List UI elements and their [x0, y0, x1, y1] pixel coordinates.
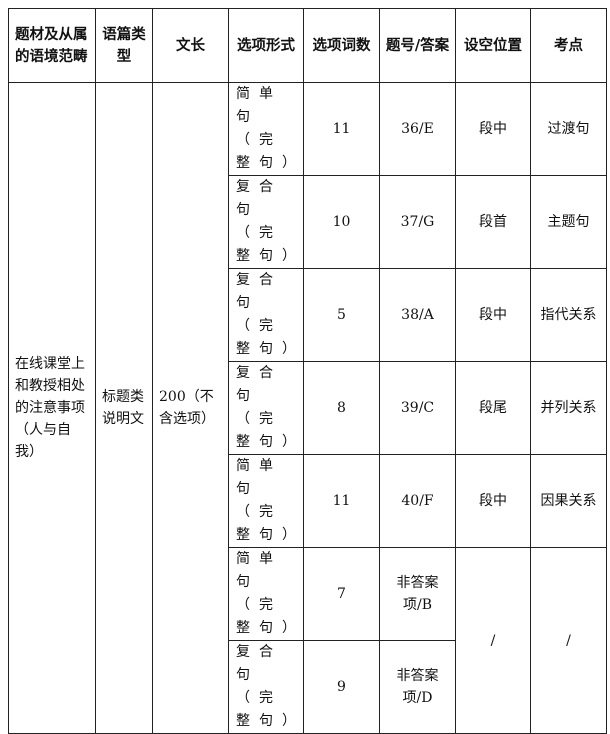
header-length: 文长	[152, 8, 229, 83]
form-cell: 复合句（完整句）	[228, 640, 304, 734]
point-cell: 主题句	[530, 175, 607, 269]
position-cell: 段尾	[455, 361, 531, 455]
form-cell: 复合句（完整句）	[228, 268, 304, 362]
position-cell: 段中	[455, 268, 531, 362]
word-count-cell: 8	[303, 361, 380, 455]
position-cell-non-answer: /	[455, 547, 531, 734]
position-cell: 段中	[455, 454, 531, 548]
word-count-cell: 11	[303, 82, 380, 176]
word-count-cell: 11	[303, 454, 380, 548]
header-topic: 题材及从属的语境范畴	[8, 8, 96, 83]
header-word-count: 选项词数	[303, 8, 380, 83]
word-count-cell: 10	[303, 175, 380, 269]
genre-cell: 标题类说明文	[95, 82, 153, 734]
length-cell: 200（不含选项）	[152, 82, 229, 734]
table-row: 复合句（完整句） 5 38/A 段中 指代关系	[9, 268, 607, 362]
header-row: 题材及从属的语境范畴 语篇类型 文长 选项形式 选项词数 题号/答案 设空位置 …	[8, 8, 607, 83]
word-count-cell: 5	[303, 268, 380, 362]
form-cell: 复合句（完整句）	[228, 361, 304, 455]
header-answer: 题号/答案	[379, 8, 456, 83]
header-form: 选项形式	[228, 8, 304, 83]
answer-cell: 38/A	[379, 268, 456, 362]
answer-cell: 40/F	[379, 454, 456, 548]
point-cell: 过渡句	[530, 82, 607, 176]
form-cell: 简单句（完整句）	[228, 82, 304, 176]
table-row: 复合句（完整句） 8 39/C 段尾 并列关系	[9, 361, 607, 455]
form-cell: 复合句（完整句）	[228, 175, 304, 269]
table-row: 复合句（完整句） 10 37/G 段首 主题句	[9, 175, 607, 269]
position-cell: 段首	[455, 175, 531, 269]
point-cell: 并列关系	[530, 361, 607, 455]
word-count-cell: 7	[303, 547, 380, 641]
answer-cell: 36/E	[379, 82, 456, 176]
point-cell: 因果关系	[530, 454, 607, 548]
answer-cell: 非答案项/B	[379, 547, 456, 641]
word-count-cell: 9	[303, 640, 380, 734]
exam-analysis-table: 题材及从属的语境范畴 语篇类型 文长 选项形式 选项词数 题号/答案 设空位置 …	[8, 8, 607, 734]
header-position: 设空位置	[455, 8, 531, 83]
form-cell: 简单句（完整句）	[228, 454, 304, 548]
table-row: 在线课堂上和教授相处的注意事项（人与自我） 标题类说明文 200（不含选项） 简…	[8, 82, 607, 734]
point-cell: 指代关系	[530, 268, 607, 362]
header-genre: 语篇类型	[95, 8, 153, 83]
header-point: 考点	[530, 8, 607, 83]
answer-cell: 37/G	[379, 175, 456, 269]
topic-cell: 在线课堂上和教授相处的注意事项（人与自我）	[8, 82, 96, 734]
point-cell-non-answer: /	[530, 547, 607, 734]
form-cell: 简单句（完整句）	[228, 547, 304, 641]
answer-cell: 39/C	[379, 361, 456, 455]
answer-cell: 非答案项/D	[379, 640, 456, 734]
position-cell: 段中	[455, 82, 531, 176]
